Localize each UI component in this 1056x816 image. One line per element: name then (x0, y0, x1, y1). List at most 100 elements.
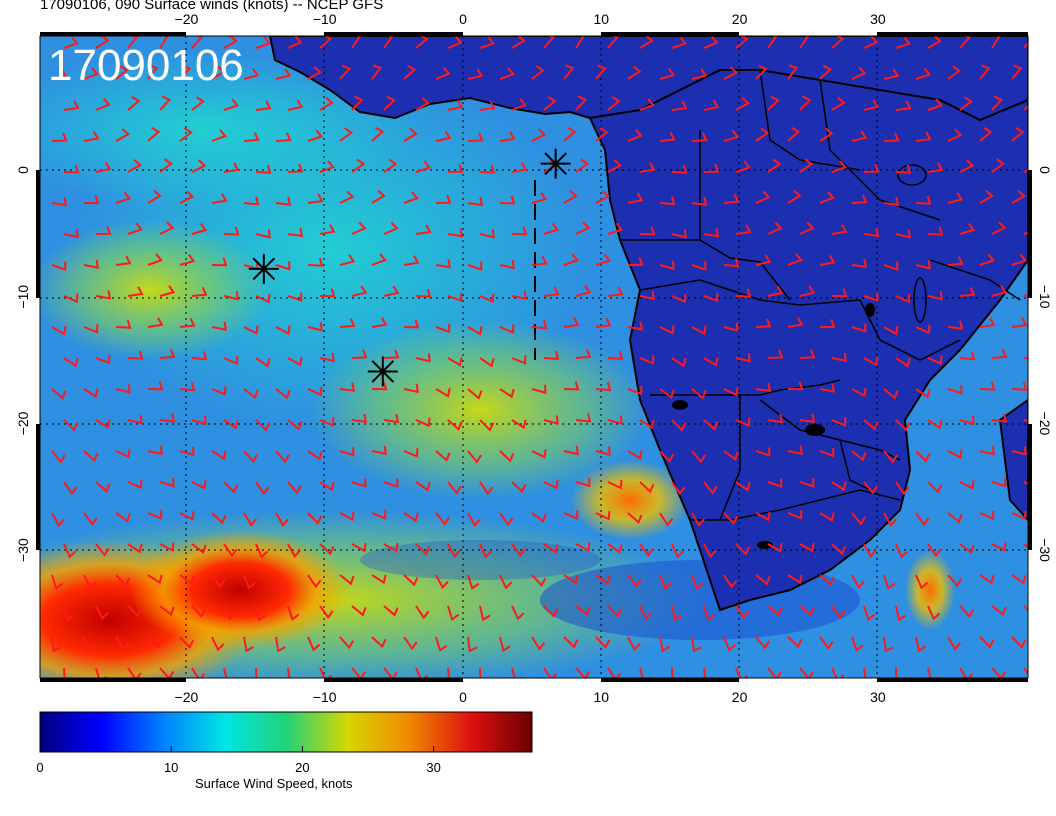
wind-barb (403, 574, 419, 587)
wind-barb (275, 132, 292, 142)
wind-barb (51, 132, 68, 142)
wind-barb (543, 479, 559, 490)
lon-tick-top: 10 (594, 11, 610, 27)
wind-barb (959, 480, 975, 490)
wind-barb (435, 130, 452, 142)
wind-barb (287, 605, 300, 621)
wind-barb (307, 636, 321, 652)
wind-barb (639, 226, 656, 236)
wind-barb (159, 477, 175, 488)
wind-barb (543, 350, 560, 360)
wind-barb (531, 65, 545, 80)
wind-barb (95, 667, 108, 678)
wind-barb (863, 419, 879, 431)
land-madagascar (998, 398, 1028, 522)
lon-tick-bottom: 30 (870, 689, 886, 705)
wind-barb (831, 667, 845, 678)
wind-barb (959, 222, 976, 235)
wind-barb (95, 481, 111, 493)
wind-barb (63, 100, 80, 111)
wind-barb (479, 293, 495, 304)
wind-barb (179, 317, 196, 328)
wind-barb (95, 36, 110, 49)
wind-barb (659, 260, 675, 271)
wind-barb (307, 386, 323, 397)
wind-barb (287, 419, 303, 431)
wind-barb (351, 285, 368, 297)
wind-barb (211, 129, 227, 142)
wind-barb (627, 385, 643, 396)
wind-barb (211, 193, 228, 204)
wind-barb (703, 292, 719, 303)
wind-barb (659, 636, 671, 653)
wind-barb (339, 447, 355, 457)
lon-tick-bottom: −10 (313, 689, 337, 705)
wind-barb (179, 446, 195, 457)
wind-barb (947, 320, 964, 330)
wind-barb (639, 290, 655, 301)
wind-barb (115, 255, 132, 266)
wind-barb (179, 127, 193, 142)
wind-barb (895, 293, 911, 304)
wind-barb (435, 574, 449, 590)
wind-barb (895, 667, 898, 678)
wind-barb (383, 349, 400, 359)
wind-barb (543, 415, 559, 425)
wind-barb (499, 195, 516, 205)
map-title: 17090106, 090 Surface winds (knots) -- N… (40, 0, 384, 13)
wind-barb (959, 667, 974, 678)
wind-barb (467, 388, 483, 400)
wind-barb (531, 636, 546, 651)
wind-barb (499, 131, 516, 142)
wind-barb (607, 605, 623, 618)
wind-barb (991, 542, 1007, 552)
wind-barb (787, 64, 799, 80)
wind-barb (927, 605, 941, 621)
wind-barb (767, 667, 782, 678)
wind-barb (883, 325, 899, 336)
wind-barb (671, 543, 685, 559)
wind-barb (735, 288, 752, 298)
wind-barb (671, 357, 687, 368)
wind-barb (211, 257, 228, 267)
wind-barb (307, 193, 324, 204)
wind-barb (831, 417, 847, 427)
wind-barb (83, 195, 100, 205)
wind-barb (383, 667, 398, 678)
wind-barb (691, 196, 708, 206)
wind-barb (403, 448, 419, 458)
wind-barb (95, 290, 112, 300)
wind-barb (691, 574, 704, 590)
wind-barb (95, 605, 109, 621)
wind-barb (255, 293, 271, 304)
wind-barb (275, 512, 290, 527)
wind-barb (415, 224, 432, 235)
lon-tick-top: −10 (313, 11, 337, 27)
wind-barb (63, 543, 77, 559)
wind-barb (819, 254, 836, 266)
wind-barb (275, 388, 291, 400)
wind-barb (147, 381, 164, 391)
wind-barb (63, 293, 79, 304)
wind-barb (83, 512, 98, 526)
wind-barb (127, 159, 142, 173)
wind-barb (595, 446, 611, 456)
wind-barb (927, 543, 942, 558)
wind-barb (223, 419, 239, 430)
wind-barb (255, 543, 269, 559)
wind-barb (895, 100, 912, 111)
wind-barb (403, 255, 420, 266)
wind-barb (275, 450, 291, 464)
wind-barb (883, 388, 899, 400)
wind-barb (127, 479, 143, 490)
wind-barb (723, 450, 739, 461)
wind-barb (979, 446, 995, 456)
wind-barb (511, 98, 527, 111)
wind-barb (671, 100, 688, 111)
wind-barb (607, 543, 623, 554)
wind-barb (627, 636, 641, 652)
wind-barb (255, 36, 271, 49)
wind-barb (383, 158, 398, 173)
wind-barb (991, 285, 1008, 297)
wind-barb (319, 160, 335, 173)
